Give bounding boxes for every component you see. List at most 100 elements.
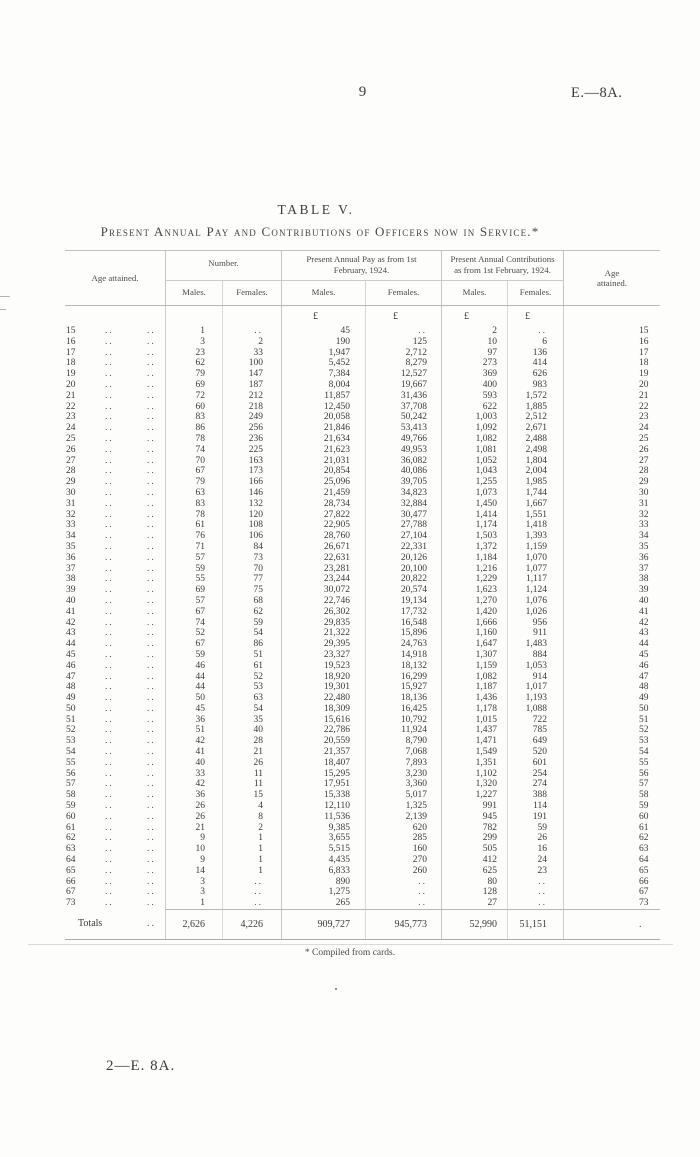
age-attained-cell: 64....: [66, 855, 156, 866]
age-attained-right-cell: 34: [563, 531, 660, 542]
age-attained-right-cell: 49: [563, 693, 660, 704]
contributions-females-cell: 1,483: [507, 639, 563, 650]
number-females-cell: 1: [222, 844, 281, 856]
contributions-females-cell: 2,004: [507, 466, 563, 478]
number-males-cell: 23: [165, 347, 222, 359]
age-attained-cell: 65....: [66, 865, 156, 876]
age-attained-cell: 58....: [66, 790, 156, 801]
contributions-females-cell: 1,070: [507, 552, 563, 564]
number-males-cell: 3: [165, 887, 222, 899]
contributions-males-cell: 622: [441, 401, 507, 413]
table-row: 52.... 51 40 22,786 11,924 1,437 785 52: [65, 725, 660, 737]
pay-males-cell: 21,459: [281, 487, 365, 499]
currency-symbol-contributions-males: £: [441, 306, 507, 326]
pay-females-cell: 20,100: [365, 563, 441, 575]
table-row: 62.... 9 1 3,655 285 299 26 62: [65, 833, 660, 845]
footer-reference: 2—E. 8A.: [106, 1058, 176, 1074]
pay-females-cell: 285: [365, 833, 441, 845]
pay-males-cell: 28,760: [281, 531, 365, 542]
age-attained-right-cell: 45: [563, 649, 660, 661]
pay-males-cell: 8,004: [281, 379, 365, 391]
number-females-cell: ..: [222, 876, 281, 888]
header-age-attained-left: Age attained.: [91, 273, 139, 283]
age-attained-right-cell: 22: [563, 401, 660, 413]
contributions-females-cell: 1,077: [507, 563, 563, 575]
table-body: 15.... 1.. 45.. 2.. 15 16.... 3 2 190 125 10 6 16 17.…: [65, 326, 660, 910]
age-attained-cell: 18....: [66, 358, 156, 369]
table-row: 73.... 1.. 265.. 27.. 73: [65, 898, 660, 910]
table-row: 57.... 42 11 17,951 3,360 1,320 274 57: [65, 779, 660, 791]
number-males-cell: 51: [165, 725, 222, 737]
age-attained-cell: 36....: [66, 552, 156, 563]
age-attained-right-cell: 50: [563, 703, 660, 715]
age-attained-right-cell: 65: [563, 865, 660, 877]
age-attained-right-cell: 27: [563, 455, 660, 467]
contributions-males-cell: 1,092: [441, 423, 507, 434]
header-age-attained-right: Age attained.: [563, 251, 660, 305]
age-attained-right-cell: 26: [563, 444, 660, 456]
pay-males-cell: 20,854: [281, 466, 365, 478]
number-males-cell: 59: [165, 563, 222, 575]
pay-males-cell: 17,951: [281, 779, 365, 791]
number-males-cell: 62: [165, 358, 222, 370]
contributions-females-cell: 956: [507, 617, 563, 629]
totals-contributions-males-cell: 52,990: [441, 909, 507, 940]
age-attained-right-cell: 58: [563, 790, 660, 802]
contributions-males-cell: 1,003: [441, 412, 507, 424]
number-females-cell: 54: [222, 628, 281, 640]
pay-females-cell: 19,667: [365, 379, 441, 391]
age-attained-right-cell: 37: [563, 563, 660, 575]
contributions-males-cell: 1,351: [441, 757, 507, 769]
contributions-females-cell: 1,088: [507, 703, 563, 715]
pay-females-cell: 1,325: [365, 801, 441, 812]
age-attained-cell: 24....: [66, 423, 156, 434]
header-number-males: Males.: [165, 281, 222, 305]
age-attained-cell: 48....: [66, 682, 156, 693]
age-attained-cell: 29....: [66, 477, 156, 488]
contributions-males-cell: 1,178: [441, 703, 507, 715]
age-attained-right-cell: 18: [563, 358, 660, 370]
age-attained-cell: 44....: [66, 639, 156, 650]
age-attained-cell: 55....: [66, 757, 156, 768]
table-row: 17.... 23 33 1,947 2,712 97 136 17: [65, 347, 660, 359]
header-contributions-females: Females.: [507, 281, 563, 305]
number-females-cell: 35: [222, 714, 281, 726]
pay-females-cell: 7,068: [365, 747, 441, 758]
contributions-males-cell: 1,160: [441, 628, 507, 640]
age-attained-right-cell: 56: [563, 768, 660, 780]
age-attained-right-cell: 35: [563, 541, 660, 553]
contributions-females-cell: 1,572: [507, 390, 563, 402]
number-males-cell: 3: [165, 336, 222, 348]
number-females-cell: 147: [222, 369, 281, 380]
number-females-cell: 26: [222, 757, 281, 769]
contributions-males-cell: 1,414: [441, 509, 507, 521]
contributions-females-cell: 983: [507, 379, 563, 391]
number-females-cell: 236: [222, 433, 281, 445]
age-attained-right-cell: 24: [563, 423, 660, 434]
table-row: 30.... 63 146 21,459 34,823 1,073 1,744 30: [65, 487, 660, 499]
number-females-cell: 187: [222, 379, 281, 391]
contributions-males-cell: 10: [441, 336, 507, 348]
number-females-cell: 225: [222, 444, 281, 456]
contributions-females-cell: 1,393: [507, 531, 563, 542]
contributions-females-cell: 2,671: [507, 423, 563, 434]
pay-females-cell: 15,927: [365, 682, 441, 694]
age-attained-cell: 49....: [66, 693, 156, 704]
contributions-females-cell: ..: [507, 326, 563, 337]
contributions-males-cell: 2: [441, 326, 507, 337]
table-row: 67.... 3.. 1,275.. 128.. 67: [65, 887, 660, 899]
age-attained-right-cell: 20: [563, 379, 660, 391]
contributions-females-cell: 23: [507, 865, 563, 877]
number-males-cell: 57: [165, 595, 222, 607]
number-males-cell: 67: [165, 466, 222, 478]
table-row: 25.... 78 236 21,634 49,766 1,082 2,488 25: [65, 433, 660, 445]
contributions-males-cell: 782: [441, 822, 507, 834]
contributions-females-cell: 1,418: [507, 520, 563, 532]
age-attained-cell: 51....: [66, 714, 156, 725]
contributions-males-cell: 97: [441, 347, 507, 359]
contributions-males-cell: 1,102: [441, 768, 507, 780]
age-attained-cell: 37....: [66, 563, 156, 574]
age-attained-right-cell: 66: [563, 876, 660, 888]
number-males-cell: 36: [165, 714, 222, 726]
pay-females-cell: 27,788: [365, 520, 441, 532]
